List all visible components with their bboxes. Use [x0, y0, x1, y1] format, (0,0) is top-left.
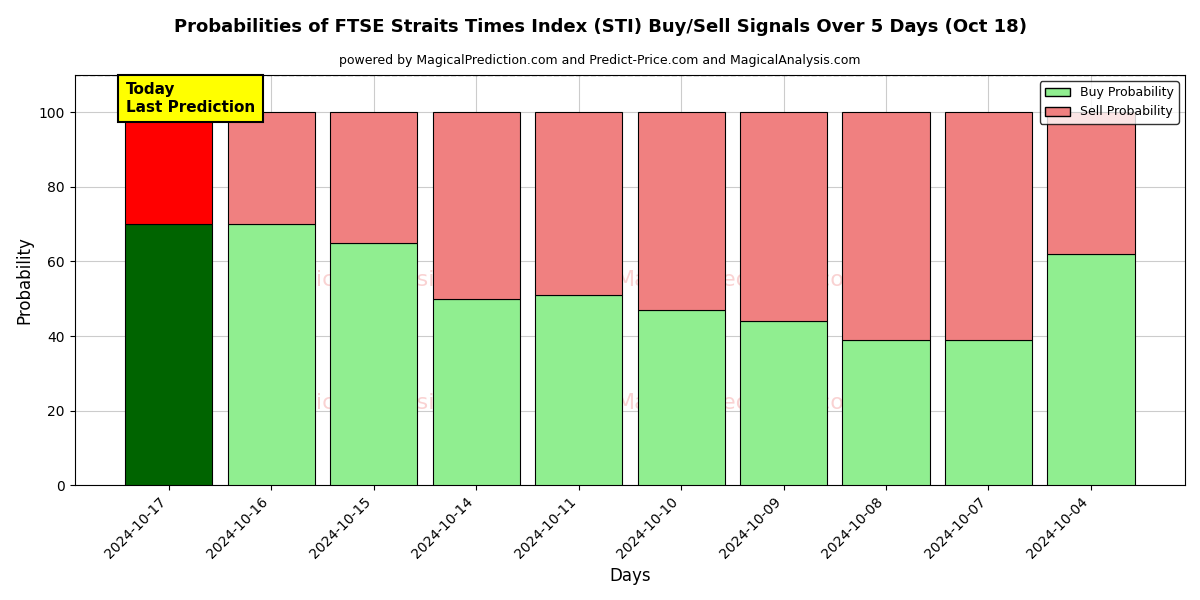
- Bar: [432, 299, 520, 485]
- Legend: Buy Probability, Sell Probability: Buy Probability, Sell Probability: [1040, 81, 1178, 124]
- Bar: [740, 112, 827, 321]
- Text: Today
Last Prediction: Today Last Prediction: [126, 82, 254, 115]
- Bar: [1048, 112, 1134, 254]
- Bar: [535, 295, 622, 485]
- Bar: [330, 112, 418, 243]
- Text: MagicalPrediction.com: MagicalPrediction.com: [616, 270, 866, 290]
- Text: MagicalAnalysis.com: MagicalAnalysis.com: [270, 270, 502, 290]
- Bar: [432, 112, 520, 299]
- Bar: [1048, 254, 1134, 485]
- Bar: [944, 112, 1032, 340]
- Bar: [535, 112, 622, 295]
- Bar: [228, 112, 314, 224]
- Bar: [637, 310, 725, 485]
- X-axis label: Days: Days: [610, 567, 650, 585]
- Text: MagicalAnalysis.com: MagicalAnalysis.com: [270, 393, 502, 413]
- Bar: [125, 112, 212, 224]
- Bar: [740, 321, 827, 485]
- Bar: [125, 224, 212, 485]
- Text: MagicalPrediction.com: MagicalPrediction.com: [616, 393, 866, 413]
- Bar: [842, 112, 930, 340]
- Bar: [637, 112, 725, 310]
- Bar: [944, 340, 1032, 485]
- Bar: [842, 340, 930, 485]
- Bar: [228, 224, 314, 485]
- Text: Probabilities of FTSE Straits Times Index (STI) Buy/Sell Signals Over 5 Days (Oc: Probabilities of FTSE Straits Times Inde…: [174, 18, 1026, 36]
- Text: powered by MagicalPrediction.com and Predict-Price.com and MagicalAnalysis.com: powered by MagicalPrediction.com and Pre…: [340, 54, 860, 67]
- Y-axis label: Probability: Probability: [16, 236, 34, 324]
- Bar: [330, 243, 418, 485]
